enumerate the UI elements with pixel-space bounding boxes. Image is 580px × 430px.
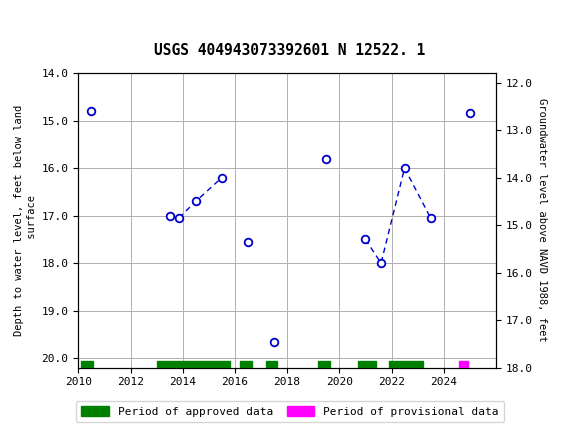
- Y-axis label: Groundwater level above NAVD 1988, feet: Groundwater level above NAVD 1988, feet: [536, 98, 547, 342]
- Bar: [459, 360, 469, 367]
- Bar: [389, 360, 423, 367]
- Text: USGS 404943073392601 N 12522. 1: USGS 404943073392601 N 12522. 1: [154, 43, 426, 58]
- Bar: [266, 360, 277, 367]
- Bar: [358, 360, 376, 367]
- Legend: Period of approved data, Period of provisional data: Period of approved data, Period of provi…: [76, 401, 504, 422]
- Y-axis label: Depth to water level, feet below land
 surface: Depth to water level, feet below land su…: [14, 105, 38, 336]
- Bar: [157, 360, 230, 367]
- Text: ≡USGS: ≡USGS: [9, 12, 79, 29]
- Bar: [318, 360, 330, 367]
- Bar: [81, 360, 93, 367]
- Bar: [240, 360, 252, 367]
